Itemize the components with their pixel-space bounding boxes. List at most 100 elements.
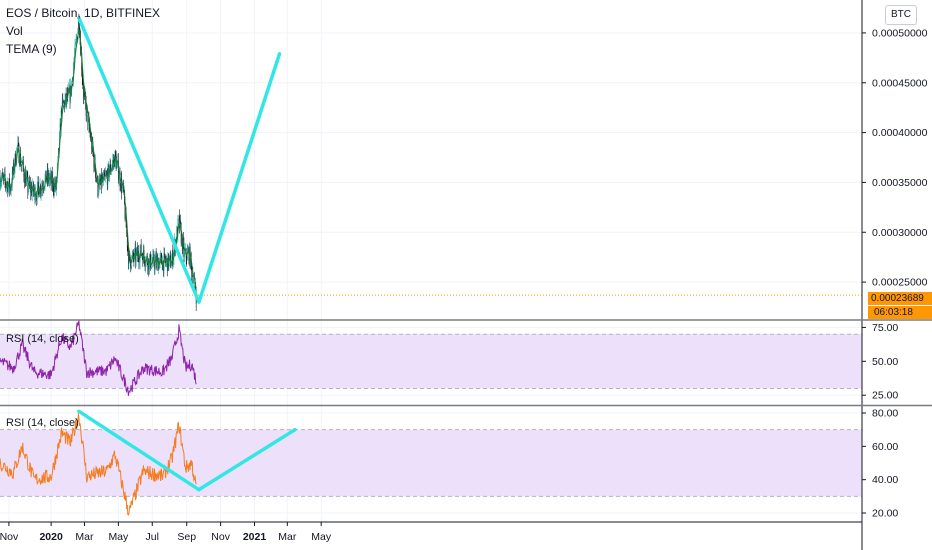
candle-body: [140, 244, 142, 256]
candle-body: [26, 176, 28, 178]
candle-body: [80, 38, 81, 55]
trend-lines: [77, 16, 297, 492]
candle-body: [49, 180, 50, 183]
candle-body: [187, 250, 189, 252]
candle-body: [20, 164, 22, 166]
candle-body: [180, 221, 182, 227]
candle-body: [181, 235, 183, 251]
candle-body: [86, 107, 88, 117]
candle-body: [121, 178, 123, 192]
countdown-tag: 06:03:18: [868, 306, 932, 319]
candle-body: [100, 174, 102, 183]
candle-body: [183, 242, 185, 257]
candle-body: [53, 189, 55, 193]
candle-body: [134, 248, 136, 252]
candle-body: [113, 160, 114, 163]
rsi2-pane-label: RSI (14, close): [6, 417, 79, 429]
candle-body: [88, 118, 89, 126]
rsi-bands: [0, 333, 862, 497]
candle-body: [176, 228, 178, 243]
candle-body: [169, 255, 171, 257]
candle-body: [45, 170, 47, 183]
candle-body: [190, 253, 192, 268]
rsi2-tick-label: 20.00: [872, 508, 898, 520]
candle-body: [171, 261, 173, 266]
candle-body: [126, 227, 128, 234]
candle-body: [155, 255, 156, 260]
candle-body: [25, 173, 26, 187]
candle-body: [120, 185, 121, 189]
candle-body: [82, 78, 84, 87]
candle-body: [179, 215, 180, 229]
candle-body: [103, 172, 105, 176]
candle-body: [98, 181, 100, 193]
candle-body: [109, 164, 111, 173]
candle-body: [157, 257, 159, 271]
candle-body: [83, 86, 84, 98]
candle-body: [57, 156, 59, 166]
candle-body: [154, 264, 155, 269]
rsi2-band: [0, 429, 862, 497]
candle-body: [63, 100, 64, 104]
candle-body: [110, 164, 111, 172]
candle-body: [163, 260, 164, 272]
candle-body: [17, 142, 19, 146]
candle-body: [128, 255, 130, 264]
price-tick-label: 0.00045000: [872, 77, 928, 89]
candle-body: [121, 185, 123, 192]
candle-body: [0, 183, 1, 187]
candle-body: [156, 257, 158, 259]
rsi1-tick-label: 75.00: [872, 322, 898, 334]
candle-body: [113, 157, 115, 163]
x-tick-label: 2020: [39, 531, 63, 543]
candle-body: [58, 147, 60, 150]
candle-body: [24, 177, 25, 183]
candle-body: [40, 190, 42, 193]
price-tick-label: 0.00025000: [872, 277, 928, 289]
candle-body: [31, 190, 33, 196]
rsi-trend-line: [197, 427, 297, 492]
candle-body: [15, 154, 16, 166]
candle-body: [130, 267, 132, 269]
candle-body: [150, 267, 152, 269]
currency-badge[interactable]: BTC: [885, 5, 917, 25]
candle-body: [63, 101, 65, 104]
rsi2-tick-label: 80.00: [872, 408, 898, 420]
candle-body: [38, 181, 39, 188]
candle-body: [2, 173, 4, 177]
candle-body: [101, 178, 103, 187]
candle-body: [192, 273, 194, 284]
candle-body: [95, 170, 96, 179]
candle-body: [91, 141, 93, 150]
price-trend-line: [197, 52, 282, 304]
candle-body: [168, 253, 169, 268]
candle-body: [24, 173, 26, 183]
candle-body: [13, 162, 15, 172]
candle-body: [11, 170, 13, 186]
candle-body: [14, 154, 16, 168]
candle-body: [60, 123, 61, 131]
candle-body: [61, 110, 63, 115]
candle-body: [45, 170, 46, 178]
candle-body: [159, 261, 160, 269]
candle-body: [5, 184, 7, 187]
candle-body: [131, 255, 133, 258]
candle-body: [146, 255, 148, 258]
rsi2-tick-label: 40.00: [872, 474, 898, 486]
candle-body: [76, 37, 78, 40]
candle-body: [65, 93, 66, 100]
candle-body: [85, 102, 87, 117]
candle-body: [8, 178, 10, 186]
candle-body: [115, 151, 116, 157]
candle-body: [145, 263, 146, 266]
candle-body: [7, 183, 9, 193]
candle-body: [132, 252, 134, 256]
candle-body: [99, 178, 100, 182]
candle-body: [126, 233, 128, 247]
candle-body: [193, 280, 194, 284]
candle-body: [140, 244, 141, 252]
candle-body: [58, 147, 59, 157]
candle-body: [10, 186, 11, 192]
chart-title: EOS / Bitcoin, 1D, BITFINEX: [6, 6, 161, 20]
candle-body: [39, 194, 40, 197]
